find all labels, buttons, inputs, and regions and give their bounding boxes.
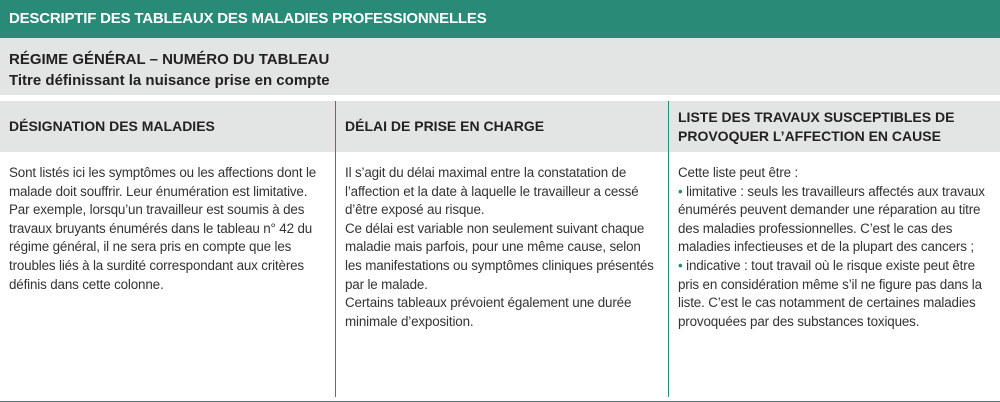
- paragraph: Sont listés ici les symptômes ou les aff…: [9, 165, 317, 199]
- table: DÉSIGNATION DES MALADIES DÉLAI DE PRISE …: [0, 101, 1000, 397]
- paragraph: Ce délai est variable non seulement suiv…: [345, 220, 654, 292]
- subheader: RÉGIME GÉNÉRAL – NUMÉRO DU TABLEAU Titre…: [0, 38, 1000, 101]
- bullet: •: [678, 183, 683, 199]
- cell: Il s’agit du délai maximal entre la cons…: [335, 152, 668, 397]
- cell: Cette liste peut être : • limitative : s…: [668, 152, 1000, 397]
- column-header: DÉLAI DE PRISE EN CHARGE: [335, 101, 668, 152]
- column-header: LISTE DES TRAVAUX SUSCEPTIBLES DE PROVOQ…: [668, 101, 1000, 152]
- subheader-line: RÉGIME GÉNÉRAL – NUMÉRO DU TABLEAU: [9, 51, 330, 68]
- item-text: limitative : seuls les travailleurs affe…: [678, 183, 985, 255]
- bullet: •: [678, 257, 683, 273]
- paragraph: Il s’agit du délai maximal entre la cons…: [345, 165, 639, 218]
- title-bar: DESCRIPTIF DES TABLEAUX DES MALADIES PRO…: [0, 0, 1000, 38]
- paragraph: Certains tableaux prévoient également un…: [345, 295, 632, 329]
- item-text: indicative : tout travail où le risque e…: [678, 257, 982, 329]
- list-item: • indicative : tout travail où le risque…: [678, 257, 991, 331]
- paragraph: Cette liste peut être :: [678, 165, 799, 180]
- subheader-line: Titre définissant la nuisance prise en c…: [9, 72, 330, 89]
- list-item: • limitative : seuls les travailleurs af…: [678, 183, 991, 257]
- cell: Sont listés ici les symptômes ou les aff…: [0, 152, 335, 397]
- paragraph: Par exemple, lorsqu’un travailleur est s…: [9, 202, 313, 292]
- column-header: DÉSIGNATION DES MALADIES: [0, 101, 335, 152]
